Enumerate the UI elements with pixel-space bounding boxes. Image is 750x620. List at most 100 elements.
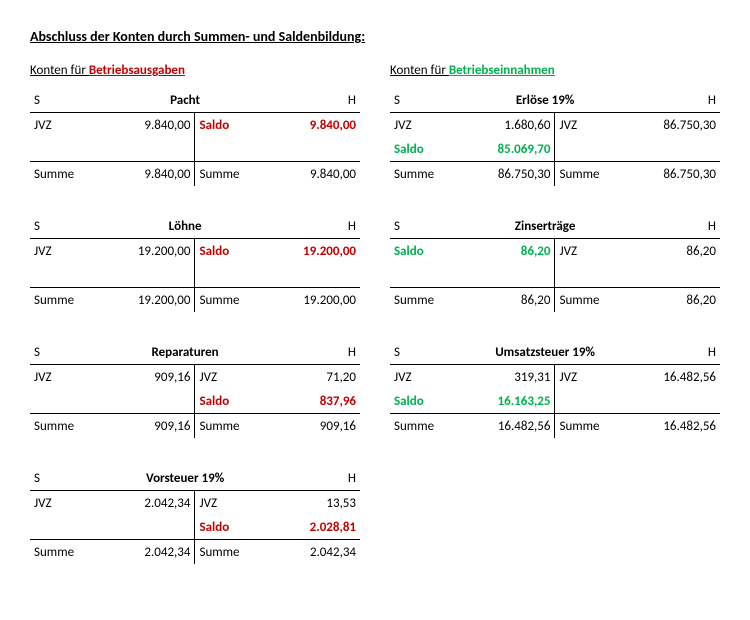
row-h-value: 86.750,30 <box>628 113 720 138</box>
account-row: Saldo 837,96 <box>30 389 360 414</box>
row-s-label: JVZ <box>390 113 463 138</box>
sum-h-value: 19.200,00 <box>268 288 360 313</box>
sum-s-label: Summe <box>390 414 463 439</box>
row-h-value <box>628 389 720 414</box>
account-sum-row: Summe 86,20 Summe 86,20 <box>390 288 720 313</box>
account-row-empty <box>390 263 720 288</box>
sum-h-label: Summe <box>195 414 268 439</box>
account-block: S Erlöse 19% H JVZ 1.680,60 JVZ 86.750,3… <box>390 88 720 186</box>
row-s-value: 19.200,00 <box>103 239 195 264</box>
row-h-value: 837,96 <box>268 389 360 414</box>
row-h-value <box>628 137 720 162</box>
account-name: Reparaturen <box>103 340 268 365</box>
row-s-label: Saldo <box>390 239 463 264</box>
left-subtitle-prefix: Konten für <box>30 63 89 78</box>
left-column: Konten für Betriebsausgaben S Pacht H JV… <box>30 63 360 592</box>
row-h-label: JVZ <box>555 113 628 138</box>
row-s-value: 319,31 <box>463 365 555 390</box>
header-s: S <box>390 340 463 365</box>
account-table: S Pacht H JVZ 9.840,00 Saldo 9.840,00 Su… <box>30 88 360 186</box>
account-block: S Löhne H JVZ 19.200,00 Saldo 19.200,00 … <box>30 214 360 312</box>
row-h-label: Saldo <box>195 515 268 540</box>
sum-h-value: 2.042,34 <box>268 540 360 565</box>
row-h-label <box>555 137 628 162</box>
sum-h-label: Summe <box>195 288 268 313</box>
row-s-label: JVZ <box>30 365 103 390</box>
row-s-value: 2.042,34 <box>103 491 195 516</box>
account-header-row: S Umsatzsteuer 19% H <box>390 340 720 365</box>
account-row: JVZ 19.200,00 Saldo 19.200,00 <box>30 239 360 264</box>
row-s-value: 1.680,60 <box>463 113 555 138</box>
account-sum-row: Summe 19.200,00 Summe 19.200,00 <box>30 288 360 313</box>
left-subtitle-em: Betriebsausgaben <box>89 63 185 78</box>
sum-s-label: Summe <box>30 288 103 313</box>
row-h-value: 19.200,00 <box>268 239 360 264</box>
row-s-label <box>30 389 103 414</box>
account-row: Saldo 16.163,25 <box>390 389 720 414</box>
account-block: S Vorsteuer 19% H JVZ 2.042,34 JVZ 13,53… <box>30 466 360 564</box>
row-s-label: JVZ <box>30 113 103 138</box>
account-row: JVZ 909,16 JVZ 71,20 <box>30 365 360 390</box>
account-row: JVZ 9.840,00 Saldo 9.840,00 <box>30 113 360 138</box>
account-row: Saldo 85.069,70 <box>390 137 720 162</box>
account-row-empty <box>30 137 360 162</box>
account-row: Saldo 86,20 JVZ 86,20 <box>390 239 720 264</box>
account-block: S Zinserträge H Saldo 86,20 JVZ 86,20 Su… <box>390 214 720 312</box>
sum-s-label: Summe <box>30 414 103 439</box>
account-table: S Zinserträge H Saldo 86,20 JVZ 86,20 Su… <box>390 214 720 312</box>
columns-wrapper: Konten für Betriebsausgaben S Pacht H JV… <box>30 63 720 592</box>
header-h: H <box>268 214 360 239</box>
sum-h-label: Summe <box>195 540 268 565</box>
right-column: Konten für Betriebseinnahmen S Erlöse 19… <box>390 63 720 592</box>
account-name: Pacht <box>103 88 268 113</box>
header-h: H <box>628 340 720 365</box>
row-s-label: JVZ <box>30 491 103 516</box>
right-subtitle-prefix: Konten für <box>390 63 449 78</box>
row-h-label: JVZ <box>555 365 628 390</box>
sum-h-value: 909,16 <box>268 414 360 439</box>
sum-h-label: Summe <box>555 414 628 439</box>
account-header-row: S Erlöse 19% H <box>390 88 720 113</box>
account-header-row: S Reparaturen H <box>30 340 360 365</box>
header-s: S <box>390 214 463 239</box>
sum-h-value: 9.840,00 <box>268 162 360 187</box>
row-h-value: 71,20 <box>268 365 360 390</box>
row-s-value: 9.840,00 <box>103 113 195 138</box>
sum-s-value: 86,20 <box>463 288 555 313</box>
row-s-label: JVZ <box>390 365 463 390</box>
account-block: S Umsatzsteuer 19% H JVZ 319,31 JVZ 16.4… <box>390 340 720 438</box>
account-sum-row: Summe 9.840,00 Summe 9.840,00 <box>30 162 360 187</box>
left-subtitle: Konten für Betriebsausgaben <box>30 63 360 78</box>
account-sum-row: Summe 909,16 Summe 909,16 <box>30 414 360 439</box>
account-sum-row: Summe 86.750,30 Summe 86.750,30 <box>390 162 720 187</box>
header-s: S <box>30 88 103 113</box>
header-s: S <box>30 214 103 239</box>
account-header-row: S Pacht H <box>30 88 360 113</box>
sum-s-value: 909,16 <box>103 414 195 439</box>
row-s-value <box>103 389 195 414</box>
sum-s-label: Summe <box>390 288 463 313</box>
row-h-label <box>555 389 628 414</box>
row-s-label: Saldo <box>390 389 463 414</box>
header-h: H <box>268 88 360 113</box>
account-table: S Reparaturen H JVZ 909,16 JVZ 71,20 Sal… <box>30 340 360 438</box>
row-s-value <box>103 515 195 540</box>
row-s-value: 16.163,25 <box>463 389 555 414</box>
page-title: Abschluss der Konten durch Summen- und S… <box>30 28 720 45</box>
sum-s-value: 86.750,30 <box>463 162 555 187</box>
account-row-empty <box>30 263 360 288</box>
sum-h-label: Summe <box>195 162 268 187</box>
row-s-label <box>30 515 103 540</box>
sum-h-value: 16.482,56 <box>628 414 720 439</box>
row-h-value: 86,20 <box>628 239 720 264</box>
account-table: S Löhne H JVZ 19.200,00 Saldo 19.200,00 … <box>30 214 360 312</box>
header-h: H <box>628 214 720 239</box>
account-block: S Pacht H JVZ 9.840,00 Saldo 9.840,00 Su… <box>30 88 360 186</box>
account-table: S Erlöse 19% H JVZ 1.680,60 JVZ 86.750,3… <box>390 88 720 186</box>
sum-s-value: 9.840,00 <box>103 162 195 187</box>
sum-h-label: Summe <box>555 288 628 313</box>
account-row: JVZ 1.680,60 JVZ 86.750,30 <box>390 113 720 138</box>
sum-s-value: 19.200,00 <box>103 288 195 313</box>
row-h-label: JVZ <box>555 239 628 264</box>
account-name: Umsatzsteuer 19% <box>463 340 628 365</box>
